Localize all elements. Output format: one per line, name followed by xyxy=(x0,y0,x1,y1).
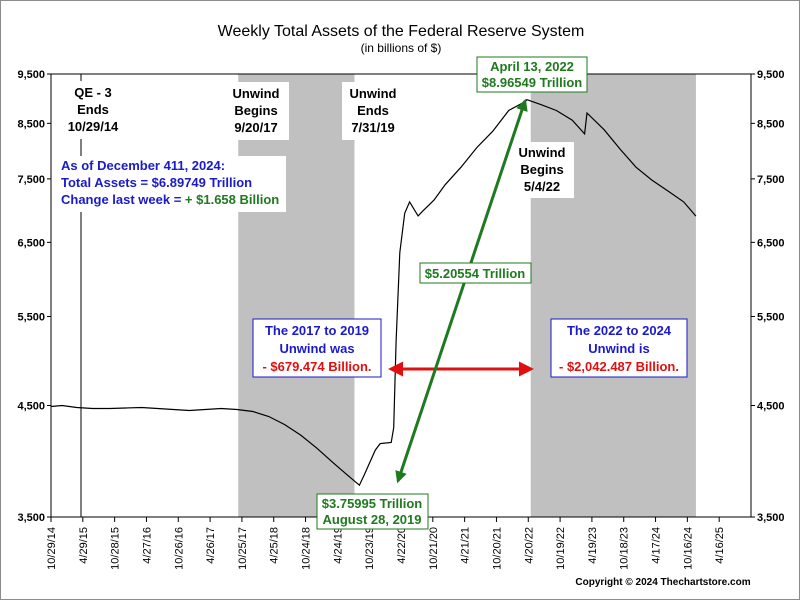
x-tick-label: 10/16/24 xyxy=(682,527,694,570)
unwind-begins-2017-line-3: 9/20/17 xyxy=(234,120,277,135)
unwind-2022-2024-annotation: The 2022 to 2024 Unwind is - $2,042.487 … xyxy=(550,318,688,378)
y-tick-label-left: 6,500 xyxy=(17,237,45,249)
x-tick-label: 10/21/20 xyxy=(428,527,440,570)
peak-value: $8.96549 Trillion xyxy=(482,75,583,90)
x-tick-label: 10/24/18 xyxy=(301,527,313,570)
unwind-begins-2017-annotation: Unwind Begins 9/20/17 xyxy=(223,82,289,140)
unwind-begins-2022-line-2: Begins xyxy=(520,162,563,177)
chart-title: Weekly Total Assets of the Federal Reser… xyxy=(218,23,585,40)
unwind-2022-2024-line-1: The 2022 to 2024 xyxy=(567,323,672,338)
x-tick-label: 4/20/22 xyxy=(523,527,535,564)
as-of-change-label: Change last week = xyxy=(61,192,185,207)
unwind-2022-2024-amount: - $2,042.487 Billion. xyxy=(559,359,679,374)
x-tick-label: 10/19/22 xyxy=(555,527,567,570)
copyright-text: Copyright © 2024 Thechartstore.com xyxy=(575,577,750,588)
x-tick-label: 4/24/19 xyxy=(332,527,344,564)
qe3-line-2: Ends xyxy=(77,102,109,117)
unwind-begins-2017-line-1: Unwind xyxy=(233,86,280,101)
y-tick-label-right: 9,500 xyxy=(757,69,785,81)
unwind-begins-2017-line-2: Begins xyxy=(234,103,277,118)
unwind-2022-2024-line-2: Unwind is xyxy=(588,341,649,356)
chart-subtitle: (in billions of $) xyxy=(361,41,442,55)
increase-annotation: $5.20554 Trillion xyxy=(419,262,532,284)
as-of-change-value: + $1.658 Billion xyxy=(185,192,279,207)
y-tick-label-left: 9,500 xyxy=(17,69,45,81)
x-tick-label: 10/20/21 xyxy=(491,527,503,570)
x-tick-label: 4/27/16 xyxy=(141,527,153,564)
unwind-2017-2019-annotation: The 2017 to 2019 Unwind was - $679.474 B… xyxy=(252,318,382,378)
as-of-change: Change last week = + $1.658 Billion xyxy=(61,192,279,207)
peak-annotation: April 13, 2022 $8.96549 Trillion xyxy=(476,56,588,93)
y-tick-label-right: 6,500 xyxy=(757,237,785,249)
peak-date: April 13, 2022 xyxy=(490,59,574,74)
x-tick-label: 10/26/16 xyxy=(173,527,185,570)
unwind-begins-2022-annotation: Unwind Begins 5/4/22 xyxy=(510,142,574,198)
unwind-ends-2019-line-2: Ends xyxy=(357,103,389,118)
unwind-ends-2019-line-3: 7/31/19 xyxy=(351,120,394,135)
y-tick-label-left: 5,500 xyxy=(17,311,45,323)
y-tick-label-left: 7,500 xyxy=(17,174,45,186)
trough-annotation: $3.75995 Trillion August 28, 2019 xyxy=(316,493,429,530)
x-tick-label: 10/28/15 xyxy=(110,527,122,570)
y-tick-label-left: 8,500 xyxy=(17,118,45,130)
y-tick-label-right: 3,500 xyxy=(757,512,785,524)
trough-date: August 28, 2019 xyxy=(323,512,422,527)
green-double-arrow xyxy=(395,98,528,484)
unwind-begins-2022-line-3: 5/4/22 xyxy=(524,179,560,194)
x-tick-label: 4/16/25 xyxy=(714,527,726,564)
unwind-2017-2019-line-1: The 2017 to 2019 xyxy=(265,323,369,338)
x-tick-label: 10/23/19 xyxy=(364,527,376,570)
x-tick-label: 4/21/21 xyxy=(460,527,472,564)
as-of-total: Total Assets = $6.89749 Trillion xyxy=(61,175,252,190)
y-tick-label-right: 8,500 xyxy=(757,118,785,130)
x-tick-label: 10/25/17 xyxy=(237,527,249,570)
as-of-annotation: As of December 411, 2024: Total Assets =… xyxy=(56,156,286,212)
x-tick-label: 4/17/24 xyxy=(651,527,663,564)
y-tick-label-right: 4,500 xyxy=(757,401,785,413)
qe3-line-1: QE - 3 xyxy=(74,85,112,100)
trough-value: $3.75995 Trillion xyxy=(322,496,423,511)
qe3-annotation: QE - 3 Ends 10/29/14 xyxy=(63,81,123,139)
increase-value: $5.20554 Trillion xyxy=(425,266,526,281)
y-tick-label-left: 3,500 xyxy=(17,512,45,524)
qe3-line-3: 10/29/14 xyxy=(68,119,119,134)
unwind-begins-2022-line-1: Unwind xyxy=(519,145,566,160)
unwind-ends-2019-line-1: Unwind xyxy=(350,86,397,101)
unwind-2017-2019-amount: - $679.474 Billion. xyxy=(262,359,371,374)
x-tick-label: 4/19/23 xyxy=(587,527,599,564)
x-tick-label: 4/22/20 xyxy=(396,527,408,564)
y-tick-label-left: 4,500 xyxy=(17,401,45,413)
y-tick-label-right: 7,500 xyxy=(757,174,785,186)
x-tick-label: 4/25/18 xyxy=(269,527,281,564)
x-tick-label: 4/26/17 xyxy=(205,527,217,564)
x-tick-label: 4/29/15 xyxy=(78,527,90,564)
unwind-2017-2019-line-2: Unwind was xyxy=(279,341,354,356)
as-of-date: As of December 411, 2024: xyxy=(61,158,225,173)
series-line xyxy=(50,99,697,487)
x-tick-label: 10/18/23 xyxy=(619,527,631,570)
unwind-ends-2019-annotation: Unwind Ends 7/31/19 xyxy=(342,82,404,140)
y-tick-label-right: 5,500 xyxy=(757,311,785,323)
shaded-period-1 xyxy=(238,74,355,517)
x-tick-label: 10/29/14 xyxy=(46,527,58,570)
